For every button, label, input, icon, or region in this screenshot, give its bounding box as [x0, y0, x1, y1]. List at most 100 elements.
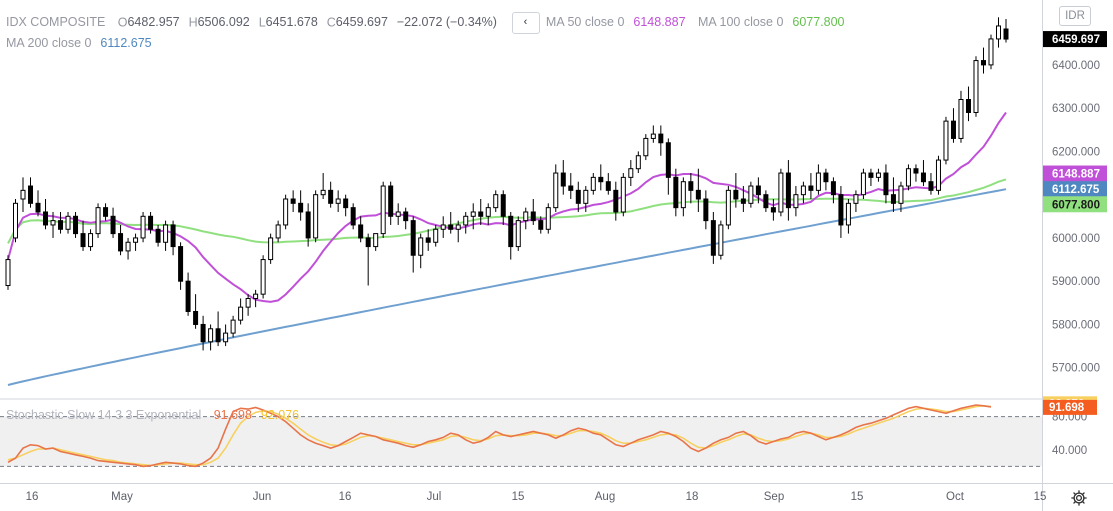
- candle-body: [778, 172, 784, 213]
- time-axis[interactable]: 16 May Jun 16 Jul 15 Aug 18 Sep 15 Oct 15: [26, 491, 1047, 503]
- candle-body: [755, 185, 761, 196]
- candle-body: [170, 224, 176, 248]
- candle-body: [725, 189, 731, 226]
- candle-body: [283, 198, 289, 226]
- currency-button[interactable]: IDR: [1059, 6, 1091, 26]
- candle-body: [73, 215, 79, 235]
- candle-body: [898, 185, 904, 204]
- candle-body: [140, 215, 146, 239]
- candle-body: [215, 328, 221, 343]
- ma100-label[interactable]: MA 100 close 0: [697, 15, 784, 30]
- close-label: C: [326, 15, 336, 30]
- candle-body: [785, 172, 791, 209]
- candle-body: [530, 211, 536, 222]
- candle-body: [433, 228, 439, 243]
- candle-body: [20, 189, 26, 200]
- candle-body: [418, 237, 424, 256]
- candle-body: [568, 185, 574, 191]
- stoch-label[interactable]: Stochastic Slow 14 3 3 Exponential: [6, 408, 202, 422]
- stoch-band: [0, 416, 1042, 467]
- candle-body: [575, 189, 581, 204]
- candle-body: [935, 159, 941, 191]
- candle-body: [815, 172, 821, 191]
- time-tick-label: Oct: [946, 491, 965, 503]
- candle-body: [380, 185, 386, 235]
- candle-body: [958, 99, 964, 139]
- candle-body: [350, 207, 356, 226]
- candle-body: [553, 172, 559, 209]
- low-label: L: [258, 15, 266, 30]
- candle-body: [410, 220, 416, 256]
- candle-body: [905, 168, 911, 187]
- candle-body: [455, 224, 461, 230]
- price-tick-label: 5900.000: [1052, 276, 1100, 288]
- candle-body: [245, 298, 251, 308]
- candle-body: [185, 280, 191, 312]
- stoch-tick-label: 40.000: [1052, 445, 1087, 457]
- candle-body: [125, 241, 131, 252]
- time-tick-label: 15: [851, 491, 864, 503]
- candle-body: [35, 202, 41, 213]
- candle-body: [515, 220, 521, 248]
- candle-body: [463, 215, 469, 226]
- time-tick-label: Jun: [253, 491, 272, 503]
- candle-body: [598, 176, 604, 183]
- candle-body: [65, 215, 71, 230]
- candle-body: [440, 224, 446, 230]
- candle-body: [275, 224, 281, 239]
- candle-body: [200, 323, 206, 343]
- time-tick-label: May: [111, 491, 133, 503]
- ma200-badge-bg: [1043, 181, 1107, 198]
- candle-body: [58, 220, 64, 230]
- candle-body: [523, 211, 529, 222]
- candlestick-series: [5, 17, 1009, 351]
- high-value: 6506.092: [197, 15, 250, 30]
- candle-body: [943, 120, 949, 161]
- price-tick-label: 6300.000: [1052, 103, 1100, 115]
- candle-body: [28, 185, 34, 204]
- candle-body: [740, 198, 746, 204]
- collapse-legend-button[interactable]: ‹: [512, 12, 541, 34]
- candle-body: [920, 172, 926, 183]
- price-tick-label: 6400.000: [1052, 60, 1100, 72]
- ma200-label[interactable]: MA 200 close 0: [6, 36, 92, 50]
- candle-body: [808, 185, 814, 191]
- candle-body: [718, 224, 724, 256]
- candle-body: [650, 133, 656, 139]
- chevron-left-icon: ‹: [523, 16, 528, 28]
- candle-body: [133, 237, 139, 243]
- candle-body: [305, 211, 311, 239]
- candle-body: [673, 176, 679, 209]
- time-tick-label: Jul: [427, 491, 442, 503]
- candle-body: [800, 185, 806, 196]
- symbol-title[interactable]: IDX COMPOSITE: [6, 15, 106, 30]
- ma50-label[interactable]: MA 50 close 0: [545, 15, 625, 30]
- price-tick-label: 6200.000: [1052, 146, 1100, 158]
- candle-body: [845, 202, 851, 226]
- candle-body: [508, 215, 514, 248]
- stoch-legend: Stochastic Slow 14 3 3 Exponential 91.69…: [6, 408, 301, 422]
- candle-body: [388, 185, 394, 217]
- candle-body: [695, 189, 701, 200]
- ohlc-legend: IDX COMPOSITE O6482.957 H6506.092 L6451.…: [6, 12, 847, 34]
- candle-body: [230, 319, 236, 334]
- ma50-badge: 6148.887: [1052, 169, 1100, 181]
- candle-body: [313, 194, 319, 239]
- high-label: H: [188, 15, 198, 30]
- candle-body: [148, 215, 154, 230]
- price-axis[interactable]: 5700.0005800.0005900.0006000.0006100.000…: [1052, 60, 1100, 375]
- ma100-badge: 6077.800: [1052, 199, 1100, 211]
- candle-body: [793, 194, 799, 209]
- candle-body: [838, 194, 844, 226]
- gear-icon[interactable]: [1070, 489, 1088, 507]
- ma100-value: 6077.800: [792, 15, 845, 30]
- candle-body: [223, 332, 229, 343]
- candle-body: [290, 198, 296, 204]
- ma200-value: 6112.675: [100, 36, 152, 50]
- candle-body: [268, 237, 274, 261]
- time-tick-label: 15: [1034, 491, 1047, 503]
- candle-body: [605, 181, 611, 191]
